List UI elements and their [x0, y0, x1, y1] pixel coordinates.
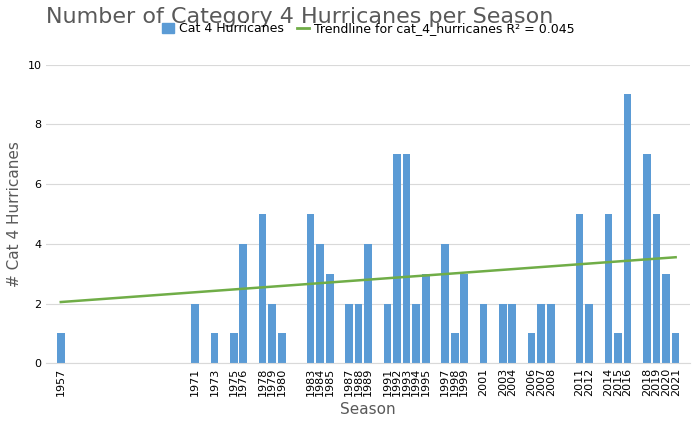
- Bar: [499, 304, 507, 363]
- Bar: [451, 333, 459, 363]
- Bar: [528, 333, 535, 363]
- Bar: [585, 304, 593, 363]
- Bar: [268, 304, 276, 363]
- Bar: [662, 273, 670, 363]
- Bar: [672, 333, 680, 363]
- Bar: [652, 214, 660, 363]
- Bar: [480, 304, 487, 363]
- Bar: [278, 333, 286, 363]
- Bar: [259, 214, 266, 363]
- Bar: [509, 304, 516, 363]
- Bar: [355, 304, 362, 363]
- Bar: [345, 304, 353, 363]
- Bar: [316, 244, 324, 363]
- Bar: [326, 273, 334, 363]
- Bar: [576, 214, 583, 363]
- Bar: [624, 95, 631, 363]
- Bar: [441, 244, 449, 363]
- Bar: [643, 154, 651, 363]
- Bar: [210, 333, 218, 363]
- Bar: [604, 214, 612, 363]
- Y-axis label: # Cat 4 Hurricanes: # Cat 4 Hurricanes: [7, 141, 22, 287]
- Bar: [192, 304, 199, 363]
- Bar: [365, 244, 372, 363]
- Bar: [240, 244, 247, 363]
- Bar: [537, 304, 545, 363]
- Bar: [413, 304, 420, 363]
- X-axis label: Season: Season: [340, 402, 396, 417]
- Bar: [393, 154, 401, 363]
- Bar: [57, 333, 65, 363]
- Bar: [403, 154, 411, 363]
- Legend: Cat 4 Hurricanes, Trendline for cat_4_hurricanes R² = 0.045: Cat 4 Hurricanes, Trendline for cat_4_hu…: [157, 17, 580, 40]
- Bar: [422, 273, 429, 363]
- Bar: [383, 304, 391, 363]
- Text: Number of Category 4 Hurricanes per Season: Number of Category 4 Hurricanes per Seas…: [47, 7, 553, 27]
- Bar: [547, 304, 555, 363]
- Bar: [614, 333, 622, 363]
- Bar: [461, 273, 468, 363]
- Bar: [307, 214, 314, 363]
- Bar: [230, 333, 238, 363]
